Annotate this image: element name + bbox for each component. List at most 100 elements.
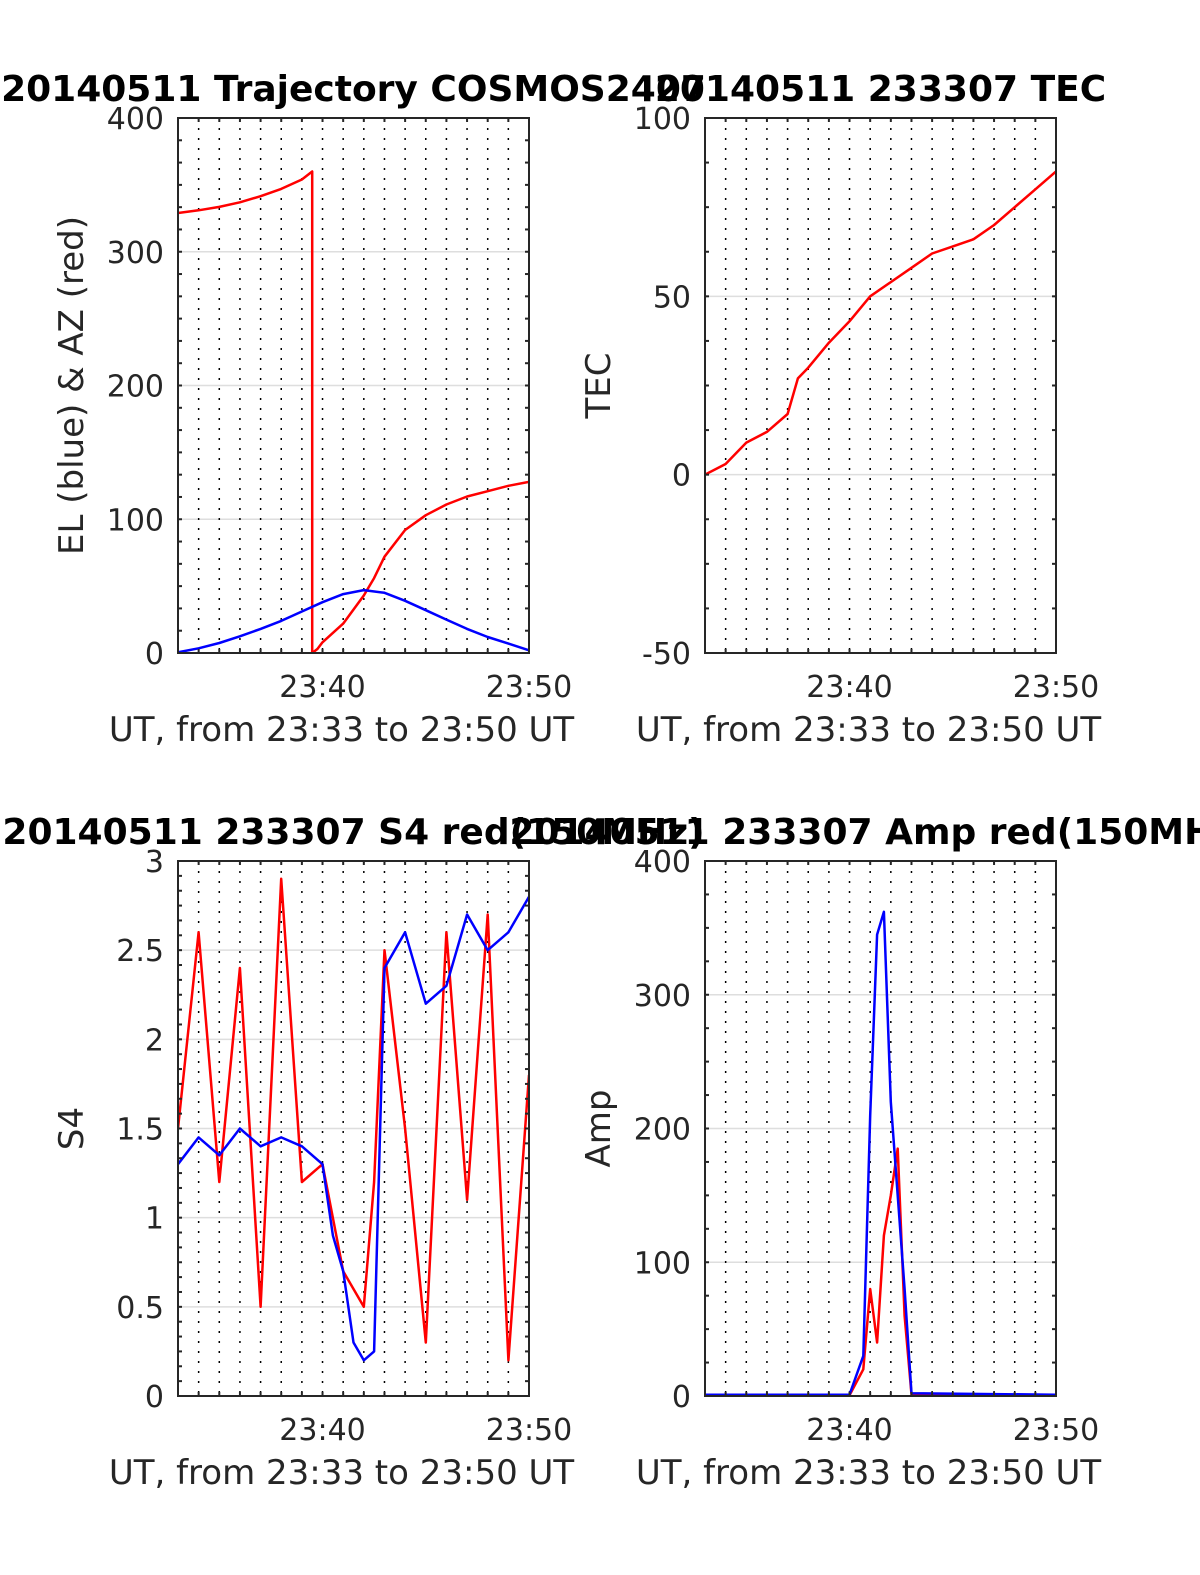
data-point bbox=[280, 620, 283, 622]
data-point bbox=[883, 1234, 885, 1237]
data-point bbox=[445, 931, 448, 934]
data-point bbox=[404, 1127, 406, 1130]
x-tick-label: 23:40 bbox=[279, 1413, 365, 1448]
y-tick-label: 100 bbox=[634, 102, 691, 137]
data-point bbox=[404, 931, 406, 934]
data-point bbox=[342, 1270, 345, 1272]
data-point bbox=[311, 170, 314, 173]
series-line-2 bbox=[178, 588, 529, 653]
data-point bbox=[903, 1315, 906, 1317]
data-point bbox=[972, 238, 975, 241]
y-tick-label: 0.5 bbox=[116, 1291, 164, 1326]
data-point bbox=[869, 1288, 871, 1290]
data-point bbox=[425, 1002, 427, 1005]
data-point bbox=[239, 967, 241, 969]
data-point bbox=[876, 1341, 878, 1344]
chart-title: 20140511 233307 TEC bbox=[655, 69, 1106, 110]
y-tick-label: 100 bbox=[107, 503, 164, 538]
data-point bbox=[445, 503, 448, 506]
data-point bbox=[724, 463, 727, 465]
y-axis-label: EL (blue) & AZ (red) bbox=[52, 216, 92, 555]
data-point bbox=[332, 1234, 334, 1237]
data-point bbox=[507, 1359, 510, 1362]
data-point bbox=[486, 913, 489, 916]
data-point bbox=[259, 1145, 262, 1148]
data-point bbox=[869, 1114, 871, 1116]
data-point bbox=[404, 600, 406, 602]
y-tick-label: 1.5 bbox=[116, 1113, 164, 1148]
x-tick-label: 23:50 bbox=[1013, 1413, 1099, 1448]
data-point bbox=[931, 252, 933, 255]
data-point bbox=[301, 1145, 303, 1148]
x-tick-label: 23:40 bbox=[806, 1413, 892, 1448]
data-point bbox=[239, 635, 241, 638]
data-point bbox=[425, 514, 427, 516]
data-point bbox=[218, 1154, 221, 1157]
x-tick-label: 23:50 bbox=[486, 1413, 572, 1448]
data-point bbox=[197, 647, 200, 650]
data-point bbox=[373, 1350, 375, 1353]
y-tick-label: 200 bbox=[107, 370, 164, 405]
data-point bbox=[848, 320, 851, 323]
data-point bbox=[342, 622, 345, 625]
data-point bbox=[486, 490, 489, 493]
y-tick-label: 400 bbox=[634, 845, 691, 880]
y-tick-label: 3 bbox=[145, 845, 164, 880]
chart-2: -50 0 50 100 23:40 23:50 20140511 233307 TEC UT… bbox=[579, 69, 1106, 750]
data-point bbox=[952, 245, 954, 248]
data-point bbox=[862, 1368, 865, 1371]
data-point bbox=[373, 577, 375, 579]
x-tick-label: 23:40 bbox=[279, 670, 365, 705]
data-point bbox=[786, 413, 789, 415]
data-point bbox=[507, 485, 510, 487]
data-point bbox=[445, 985, 448, 987]
data-point bbox=[280, 878, 283, 880]
x-axis-label: UT, from 23:33 to 23:50 UT bbox=[109, 1453, 575, 1493]
data-point bbox=[363, 1359, 365, 1362]
x-axis-label: UT, from 23:33 to 23:50 UT bbox=[636, 1453, 1102, 1493]
x-tick-label: 23:50 bbox=[1013, 670, 1099, 705]
y-tick-label: -50 bbox=[642, 637, 691, 672]
y-tick-label: 2 bbox=[145, 1023, 164, 1058]
data-point bbox=[910, 267, 913, 269]
data-point bbox=[745, 441, 748, 444]
data-point bbox=[466, 1199, 468, 1201]
x-axis-label: UT, from 23:33 to 23:50 UT bbox=[636, 710, 1102, 750]
data-point bbox=[197, 1136, 200, 1139]
data-point bbox=[316, 648, 319, 650]
data-point bbox=[1013, 206, 1016, 208]
data-point bbox=[218, 1181, 221, 1183]
data-point bbox=[466, 628, 468, 630]
data-point bbox=[352, 1341, 355, 1344]
data-point bbox=[425, 1341, 427, 1344]
y-tick-label: 400 bbox=[107, 102, 164, 137]
data-point bbox=[218, 206, 221, 208]
data-point bbox=[301, 610, 303, 613]
data-point bbox=[869, 295, 871, 298]
data-point bbox=[828, 341, 830, 344]
x-tick-label: 23:40 bbox=[806, 670, 892, 705]
data-point bbox=[903, 1288, 906, 1290]
data-point bbox=[383, 967, 386, 969]
data-point bbox=[239, 1127, 241, 1130]
data-point bbox=[797, 377, 799, 380]
data-point bbox=[197, 209, 200, 212]
data-point bbox=[342, 593, 345, 595]
x-axis-label: UT, from 23:33 to 23:50 UT bbox=[109, 710, 575, 750]
y-tick-label: 200 bbox=[634, 1113, 691, 1148]
data-point bbox=[352, 1288, 355, 1290]
data-point bbox=[890, 1194, 892, 1197]
data-point bbox=[890, 281, 892, 283]
data-point bbox=[301, 178, 303, 181]
chart-3: 0 0.5 1 1.5 2 2.5 3 23:40 23:50 20140511 233307 S… bbox=[2, 812, 704, 1493]
data-point bbox=[363, 1306, 365, 1308]
data-point bbox=[280, 188, 283, 190]
data-point bbox=[363, 589, 365, 591]
data-point bbox=[218, 642, 221, 644]
y-tick-label: 300 bbox=[107, 236, 164, 271]
x-tick-label: 23:50 bbox=[486, 670, 572, 705]
data-point bbox=[507, 931, 510, 934]
data-point bbox=[404, 529, 406, 531]
y-axis-label: Amp bbox=[579, 1090, 619, 1168]
data-point bbox=[507, 642, 510, 645]
